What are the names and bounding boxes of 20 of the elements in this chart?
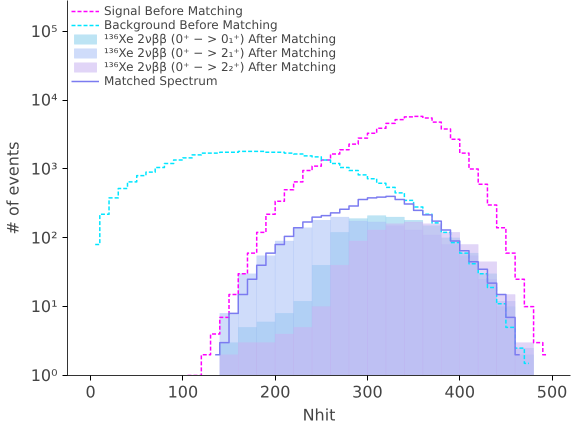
- legend-label: Matched Spectrum: [104, 74, 218, 88]
- legend-label: Background Before Matching: [104, 18, 278, 32]
- x-tick-label: 0: [85, 382, 96, 402]
- y-tick-label: 10⁰: [30, 366, 58, 385]
- x-tick-label: 500: [536, 382, 568, 402]
- x-tick-label: 200: [260, 382, 290, 402]
- x-tick-label: 100: [168, 382, 198, 402]
- y-tick-label: 10⁵: [30, 22, 58, 41]
- legend-label: Signal Before Matching: [104, 4, 243, 18]
- legend-label: ¹³⁶Xe 2νββ (0⁺ − > 0₁⁺) After Matching: [104, 32, 336, 46]
- x-axis-title: Nhit: [302, 406, 336, 424]
- y-axis-title: # of events: [4, 142, 23, 234]
- y-tick-label: 10³: [30, 159, 58, 178]
- x-tick-label: 400: [444, 382, 476, 402]
- x-tick-label: 300: [352, 382, 383, 402]
- y-tick-label: 10¹: [30, 297, 58, 316]
- legend-label: ¹³⁶Xe 2νββ (0⁺ − > 2₁⁺) After Matching: [104, 46, 336, 60]
- y-tick-label: 10²: [30, 228, 58, 248]
- legend-label: ¹³⁶Xe 2νββ (0⁺ − > 2₂⁺) After Matching: [104, 60, 336, 74]
- y-tick-label: 10⁴: [30, 90, 58, 110]
